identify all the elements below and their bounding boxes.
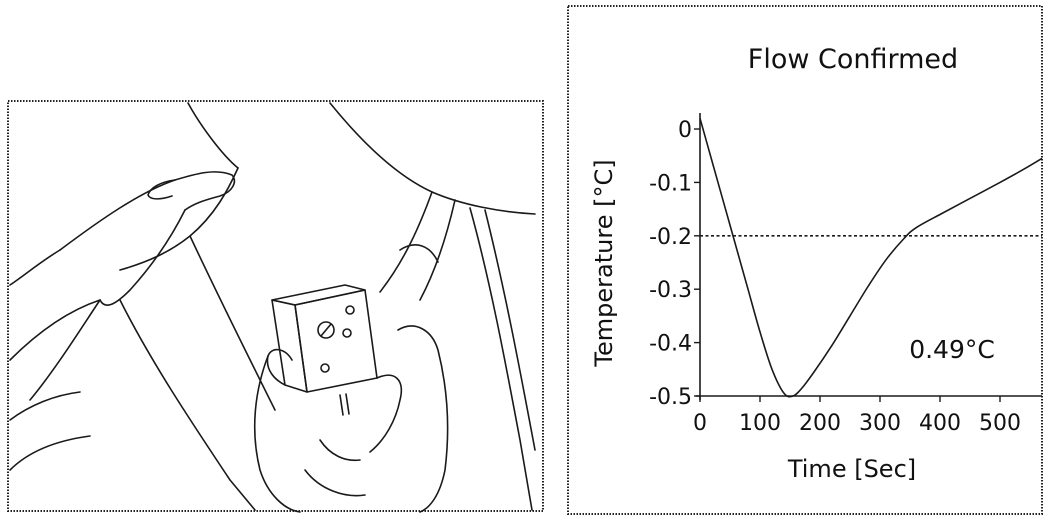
shirt-hem-left <box>9 391 91 471</box>
chart-frame <box>567 5 1043 515</box>
left-hand-palm <box>99 209 186 306</box>
y-tick-label: -0.4 <box>649 332 692 357</box>
chin-outline <box>187 102 239 169</box>
right-hand-fingers <box>369 325 449 513</box>
x-tick-label: 100 <box>739 411 781 436</box>
y-tick-label: -0.3 <box>649 278 692 303</box>
chart-title: Flow Confirmed <box>748 44 958 75</box>
strap-line <box>469 207 536 511</box>
x-tick-label: 500 <box>979 411 1021 436</box>
y-tick-label: 0 <box>678 118 692 143</box>
device-cable <box>339 393 350 416</box>
temperature-curve <box>699 118 1043 398</box>
collar-right <box>379 191 456 301</box>
left-hand-top <box>59 171 236 251</box>
device-dial <box>317 321 335 339</box>
device-top <box>271 284 366 306</box>
y-tick-label: -0.2 <box>649 225 692 250</box>
collar-left <box>119 167 239 271</box>
wearable-sensor-device <box>271 284 378 416</box>
device-indicator-mid <box>342 328 352 338</box>
temperature-drop-annotation: 0.49°C <box>909 335 995 364</box>
person-with-wearable-sensor-illustration <box>9 102 536 513</box>
shirt-line-center <box>189 235 276 411</box>
y-axis-label: Temperature [°C] <box>590 159 618 367</box>
shirt-line-left <box>119 299 256 511</box>
device-side <box>271 299 308 393</box>
right-hand-back <box>253 355 301 513</box>
illustration-panel <box>7 100 544 513</box>
device-front <box>294 289 378 393</box>
x-tick-label: 0 <box>693 411 707 436</box>
right-hand-knuckles <box>304 439 366 497</box>
plot-area: 0-0.1-0.2-0.3-0.4-0.50 100 200 300 400 500 <box>649 113 1043 436</box>
left-hand-wrist <box>9 249 101 401</box>
left-hand-finger <box>147 179 176 200</box>
x-tick-label: 400 <box>919 411 961 436</box>
device-indicator-bottom <box>320 363 330 373</box>
neck-shoulder-line <box>329 102 536 215</box>
x-tick-label: 300 <box>859 411 901 436</box>
device-indicator-top <box>345 305 355 315</box>
y-tick-label: -0.5 <box>649 385 692 410</box>
illustration-frame <box>7 100 544 512</box>
x-axis-label: Time [Sec] <box>787 455 916 483</box>
chart-panel: Flow Confirmed 0-0.1-0.2-0.3-0.4-0.50 100… <box>567 5 1043 515</box>
y-tick-label: -0.1 <box>649 171 692 196</box>
device-dial-mark <box>320 323 332 337</box>
x-tick-label: 200 <box>799 411 841 436</box>
